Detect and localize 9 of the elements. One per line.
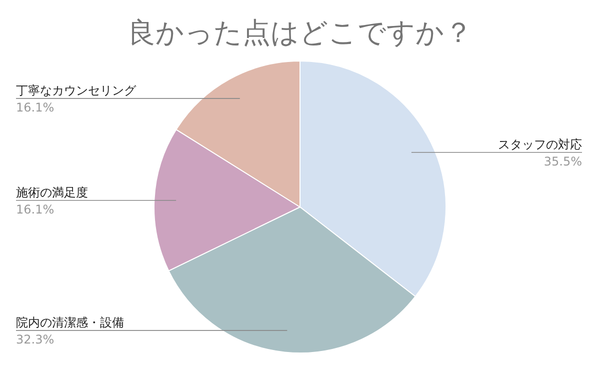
chart-title: 良かった点はどこですか？	[128, 16, 472, 49]
data-label: 16.1%	[16, 100, 54, 114]
data-label: 32.3%	[16, 332, 54, 346]
slice-label: 丁寧なカウンセリング	[16, 83, 137, 98]
slice-label: スタッフの対応	[498, 137, 582, 152]
slice-label: 施術の満足度	[16, 185, 88, 200]
slice-label: 院内の清潔感・設備	[16, 315, 124, 330]
data-label: 35.5%	[544, 154, 582, 168]
data-label: 16.1%	[16, 202, 54, 216]
